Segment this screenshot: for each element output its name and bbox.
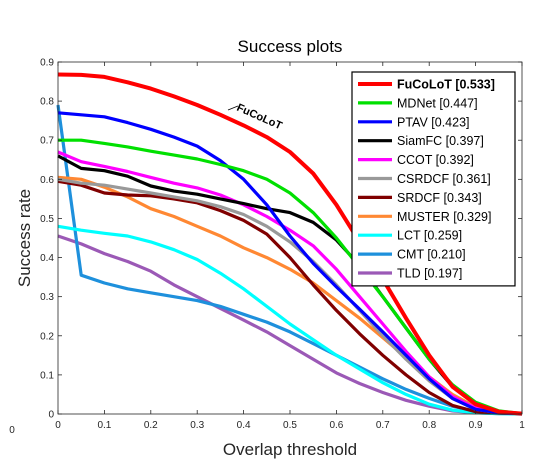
series-line-0 [57, 72, 523, 416]
x-tick-label: 0.1 [97, 420, 111, 431]
legend-label-2: PTAV [0.423] [397, 115, 470, 129]
x-axis-label: Overlap threshold [223, 440, 357, 459]
series-line-8 [57, 224, 523, 416]
series-line-2 [57, 111, 523, 416]
y-tick-label: 0.9 [40, 58, 54, 69]
x-tick-label: 0.2 [144, 420, 158, 431]
x-tick-label: 1 [519, 420, 525, 431]
series-line-6 [57, 179, 523, 416]
legend-label-1: MDNet [0.447] [397, 96, 478, 110]
series-lines [56, 72, 523, 416]
legend-label-6: SRDCF [0.343] [397, 191, 482, 205]
x-tick-label: 0.3 [190, 420, 204, 431]
legend: FuCoLoT [0.533] MDNet [0.447] PTAV [0.423]… [351, 71, 516, 287]
legend-label-0: FuCoLoT [0.533] [397, 78, 495, 92]
y-tick-label: 0.1 [40, 370, 54, 381]
x-tick-label: 0.7 [376, 420, 390, 431]
legend-label-5: CSRDCF [0.361] [397, 172, 491, 186]
legend-label-4: CCOT [0.392] [397, 153, 474, 167]
y-axis-label: Success rate [15, 189, 34, 287]
y-tick-label: 0.7 [40, 136, 54, 147]
legend-label-10: TLD [0.197] [397, 267, 462, 281]
x-tick-label: 0.5 [283, 420, 297, 431]
axes: 0 0.1 0.2 0.3 0.4 0.5 0.6 0.7 0.8 0.9 1 0 0.1 0.2 0.3 0… [40, 58, 525, 432]
y-tick-label: 0.3 [40, 292, 54, 303]
x-tick-label: 0.8 [422, 420, 436, 431]
x-tick-label: 0.4 [237, 420, 251, 431]
x-tick-label: 0.6 [329, 420, 343, 431]
y-tick-label: 0.2 [40, 331, 54, 342]
legend-label-3: SiamFC [0.397] [397, 134, 484, 148]
x-tick-label: 0.9 [469, 420, 483, 431]
legend-label-9: CMT [0.210] [397, 248, 466, 262]
stray-tick-label: 0 [9, 425, 15, 436]
y-tick-label: 0.4 [40, 253, 54, 264]
y-tick-label: 0.8 [40, 97, 54, 108]
legend-label-8: LCT [0.259] [397, 229, 462, 243]
series-line-9 [56, 104, 523, 416]
y-tick-label: 0 [48, 410, 54, 421]
x-tick-label: 0 [55, 420, 61, 431]
annotation-pointer [227, 105, 239, 111]
legend-label-7: MUSTER [0.329] [397, 210, 491, 224]
y-tick-label: 0.6 [40, 175, 54, 186]
y-tick-label: 0.5 [40, 214, 54, 225]
chart-title: Success plots [238, 37, 343, 56]
